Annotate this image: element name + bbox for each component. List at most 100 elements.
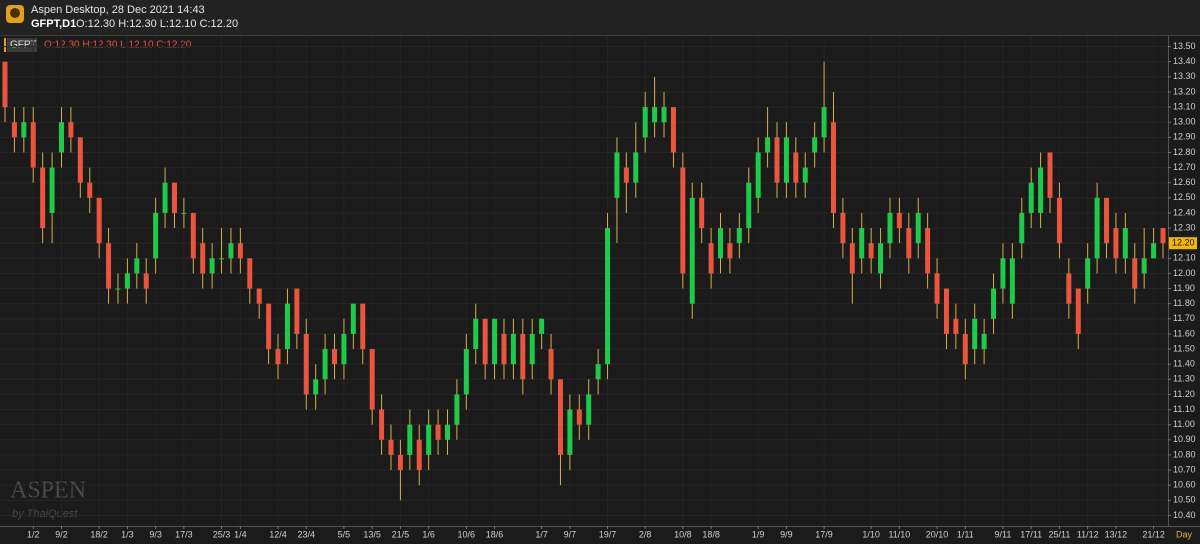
candle-body — [765, 137, 771, 153]
candle-body — [689, 197, 695, 304]
candle-body — [868, 243, 874, 259]
candle-body — [812, 137, 818, 153]
y-tick-label: 11.30 — [1173, 374, 1195, 384]
y-tick-label: 10.70 — [1173, 464, 1196, 474]
y-tick-label: 13.10 — [1173, 101, 1196, 111]
candle-body — [40, 167, 46, 229]
y-tick-label: 12.70 — [1173, 162, 1196, 172]
x-tick-label: 18/2 — [90, 529, 108, 539]
x-tick-label: 12/4 — [269, 529, 287, 539]
candle-body — [463, 349, 469, 395]
candle-body — [915, 212, 921, 244]
candle-body — [200, 243, 206, 274]
candle-body — [529, 333, 535, 365]
x-tick-label: 9/7 — [564, 529, 577, 539]
x-tick-label: 1/10 — [862, 529, 880, 539]
candle-body — [727, 243, 733, 259]
candle-body — [153, 212, 159, 259]
candle-body — [341, 333, 347, 365]
y-tick-label: 13.40 — [1173, 56, 1196, 66]
candle-body — [426, 424, 432, 455]
candle-body — [991, 288, 997, 319]
symbol: GFPT,D1 — [31, 18, 76, 30]
x-tick-label: 9/9 — [780, 529, 793, 539]
y-tick-label: 12.80 — [1173, 147, 1196, 157]
candle-body — [652, 107, 658, 123]
plot-area: 10.40 10.50 10.60 10.70 10.80 10.90 11.00 11.10… — [0, 36, 1197, 539]
legend-label: GFPT — [10, 40, 37, 51]
candle-body — [162, 182, 168, 213]
candle-body — [322, 349, 328, 380]
x-tick-label: 5/5 — [338, 529, 351, 539]
legend-box — [7, 38, 37, 52]
y-tick-label: 11.50 — [1173, 343, 1195, 353]
y-tick-label: 11.40 — [1173, 359, 1195, 369]
candle-body — [256, 288, 262, 304]
candle-body — [501, 333, 507, 365]
candle-body — [699, 197, 705, 229]
legend-ohlc: O:12.30 H:12.30 L:12.10 C:12.20 — [44, 40, 192, 51]
candle-body — [981, 333, 987, 350]
candle-body — [783, 137, 789, 183]
candle-body — [962, 333, 968, 365]
candle-body — [595, 364, 601, 380]
y-tick-label: 11.70 — [1173, 313, 1195, 323]
x-tick-label: 2/8 — [639, 529, 652, 539]
candle-body — [388, 439, 394, 455]
candle-body — [1047, 152, 1053, 198]
y-tick-label: 11.10 — [1173, 404, 1195, 414]
candle-body — [284, 303, 290, 350]
candle-body — [1000, 258, 1006, 289]
candle-body — [492, 318, 498, 365]
candle-body — [2, 61, 8, 108]
x-tick-label: 17/9 — [815, 529, 833, 539]
candle-body — [736, 228, 742, 244]
candle-body — [661, 107, 667, 123]
candle-body — [774, 137, 780, 183]
candle-body — [1075, 288, 1081, 334]
x-tick-label: 25/3 — [213, 529, 231, 539]
candle-body — [303, 333, 309, 395]
x-tick-label: 1/6 — [422, 529, 435, 539]
candle-body — [181, 212, 187, 214]
x-tick-label: 9/3 — [149, 529, 162, 539]
candle-body — [1056, 197, 1062, 244]
candle-body — [567, 409, 573, 455]
x-tick-label: 9/11 — [995, 529, 1012, 539]
y-tick-label: 11.00 — [1173, 419, 1195, 429]
candle-body — [1009, 258, 1015, 304]
candle-body — [1019, 212, 1025, 244]
x-tick-label: 23/4 — [298, 529, 316, 539]
candle-body — [906, 228, 912, 259]
x-tick-label: 17/11 — [1020, 529, 1042, 539]
candle-body — [369, 349, 375, 410]
x-tick-label: 20/10 — [926, 529, 949, 539]
y-tick-label: 10.40 — [1173, 510, 1196, 520]
x-tick-label: 18/6 — [486, 529, 504, 539]
candle-body — [718, 228, 724, 259]
x-tick-label: 13/5 — [363, 529, 381, 539]
candle-body — [548, 349, 554, 380]
candle-body — [887, 212, 893, 244]
candle-body — [96, 197, 102, 244]
candle-body — [642, 107, 648, 138]
title-bar — [0, 0, 1200, 35]
candle-body — [360, 303, 366, 350]
candle-body — [1038, 167, 1044, 213]
y-tick-label: 12.60 — [1173, 177, 1196, 187]
candle-body — [416, 439, 422, 471]
y-tick-label: 11.80 — [1173, 298, 1195, 308]
candle-body — [859, 228, 865, 259]
y-tick-label: 12.10 — [1173, 253, 1196, 263]
candle-body — [115, 288, 121, 290]
x-tick-label: 11/10 — [888, 529, 910, 539]
candle-body — [830, 122, 836, 213]
x-tick-label: 9/2 — [55, 529, 68, 539]
candle-body — [444, 424, 450, 440]
candle-body — [1151, 243, 1157, 259]
legend-swatch — [4, 38, 6, 52]
y-tick-label: 12.50 — [1173, 192, 1196, 202]
y-tick-label: 11.60 — [1173, 328, 1195, 338]
candle-body — [520, 333, 526, 380]
